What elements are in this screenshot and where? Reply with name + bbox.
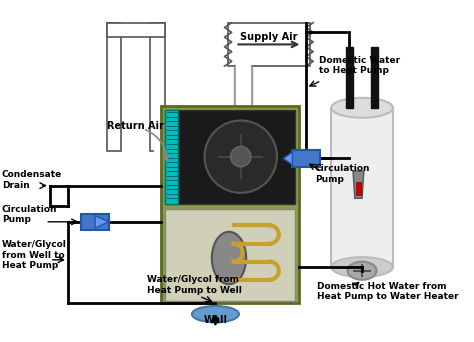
Bar [165, 109, 295, 204]
Bar [346, 47, 353, 108]
Text: Circulation
Pump: Circulation Pump [2, 205, 57, 224]
Circle shape [231, 146, 251, 167]
Text: Well: Well [203, 315, 228, 325]
Ellipse shape [331, 98, 393, 118]
Text: Condensate
Drain: Condensate Drain [2, 170, 62, 190]
Polygon shape [283, 152, 292, 165]
Text: Return Air: Return Air [107, 121, 164, 131]
Text: Circulation
Pump: Circulation Pump [315, 164, 371, 184]
Bar [161, 106, 299, 303]
Text: Supply Air: Supply Air [240, 32, 298, 42]
Ellipse shape [192, 306, 239, 322]
Ellipse shape [331, 257, 393, 277]
Text: Domestic Water
to Heat Pump: Domestic Water to Heat Pump [319, 55, 400, 75]
Bar [292, 150, 319, 167]
Ellipse shape [212, 232, 246, 284]
Bar [371, 47, 378, 108]
Bar [356, 182, 361, 195]
Circle shape [205, 120, 277, 193]
Bar [150, 23, 165, 151]
Text: Water/Glycol from
Heat Pump to Well: Water/Glycol from Heat Pump to Well [146, 276, 242, 295]
Polygon shape [95, 215, 109, 228]
Bar [165, 109, 178, 204]
Text: Water/Glycol
from Well to
Heat Pump: Water/Glycol from Well to Heat Pump [2, 240, 67, 270]
Ellipse shape [347, 262, 376, 280]
Bar [331, 108, 393, 267]
Polygon shape [353, 171, 364, 198]
Bar [107, 23, 165, 37]
Bar [107, 23, 121, 151]
Text: Domestic Hot Water from
Heat Pump to Water Heater: Domestic Hot Water from Heat Pump to Wat… [317, 282, 458, 301]
Bar [165, 209, 295, 302]
Bar [228, 23, 310, 66]
Bar [82, 214, 109, 230]
